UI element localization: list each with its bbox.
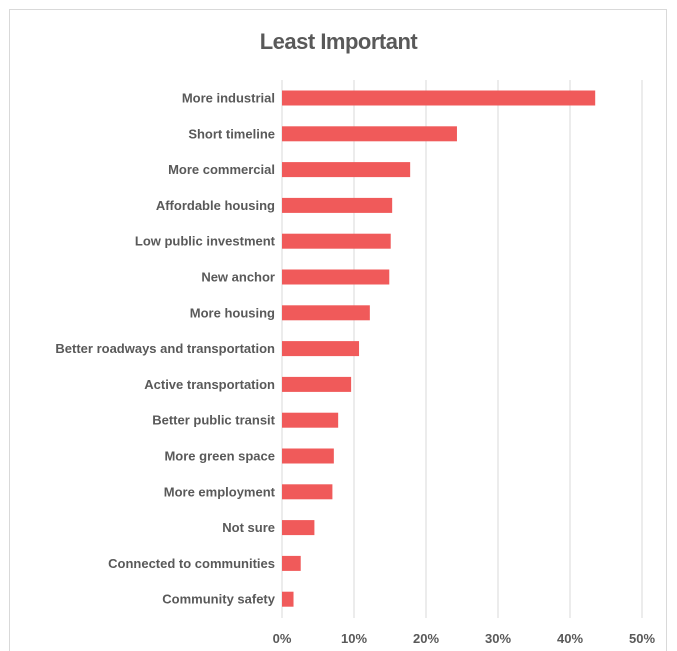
category-label: More employment	[164, 484, 276, 499]
bar	[282, 341, 360, 357]
bar	[282, 269, 390, 285]
x-tick-label: 10%	[341, 631, 367, 646]
category-label: More housing	[190, 305, 275, 320]
category-label: More green space	[164, 449, 275, 464]
x-tick-label: 0%	[273, 631, 292, 646]
bar	[282, 126, 457, 142]
category-label: New anchor	[201, 270, 275, 285]
bar	[282, 90, 596, 106]
bar	[282, 555, 301, 571]
bar	[282, 520, 315, 536]
bar	[282, 448, 334, 464]
category-label: Connected to communities	[108, 556, 275, 571]
x-tick-label: 50%	[629, 631, 655, 646]
bar	[282, 162, 411, 178]
bar	[282, 376, 352, 392]
category-label: Short timeline	[188, 126, 275, 141]
chart-frame	[9, 9, 667, 651]
bar	[282, 591, 294, 607]
x-tick-label: 30%	[485, 631, 511, 646]
category-label: Active transportation	[144, 377, 275, 392]
category-label: Better public transit	[152, 413, 275, 428]
bar	[282, 412, 339, 428]
category-label: Community safety	[162, 592, 275, 607]
bar	[282, 233, 391, 249]
category-label: Low public investment	[135, 234, 276, 249]
chart-title: Least Important	[259, 29, 418, 54]
x-tick-label: 40%	[557, 631, 583, 646]
bar	[282, 484, 333, 500]
bar	[282, 197, 393, 213]
category-label: More industrial	[182, 91, 275, 106]
x-tick-label: 20%	[413, 631, 439, 646]
category-label: Not sure	[222, 520, 275, 535]
category-label: Better roadways and transportation	[55, 341, 275, 356]
bars	[282, 90, 596, 607]
category-labels: More industrial Short timeline More commer…	[55, 91, 275, 607]
x-axis-ticks: 0% 10% 20% 30% 40% 50%	[273, 631, 656, 646]
category-label: Affordable housing	[156, 198, 275, 213]
category-label: More commercial	[168, 162, 275, 177]
bar	[282, 305, 370, 321]
